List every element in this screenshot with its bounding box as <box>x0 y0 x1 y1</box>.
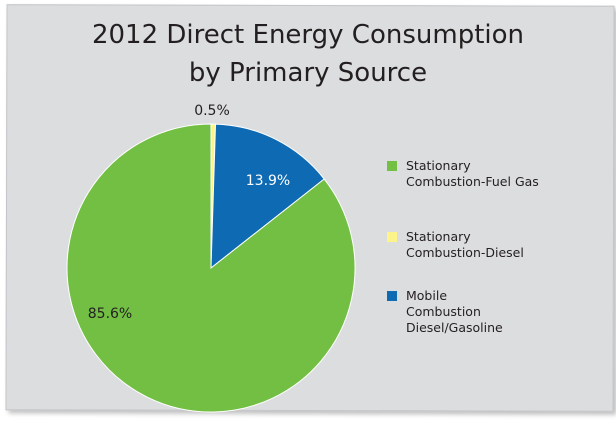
chart-title-line-1: 2012 Direct Energy Consumption <box>91 20 525 50</box>
legend-swatch <box>387 232 397 242</box>
legend-label: Stationary Combustion-Fuel Gas <box>406 158 539 189</box>
pie-slice-label: 0.5% <box>194 103 230 119</box>
legend-swatch <box>387 291 397 301</box>
pie-slice <box>66 123 356 413</box>
pie-slices <box>66 123 356 413</box>
legend-item: Stationary Combustion-Diesel <box>387 229 586 261</box>
legend-label: Stationary Combustion-Diesel <box>406 229 524 260</box>
pie-slice-labels: 0.5% 13.9% 85.6% <box>88 103 290 322</box>
legend-swatch <box>387 161 397 171</box>
pie-slice-label: 85.6% <box>88 306 132 322</box>
legend-item: Stationary Combustion-Fuel Gas <box>387 158 586 190</box>
pie-slice-label: 13.9% <box>246 173 290 189</box>
legend-item: Mobile Combustion Diesel/Gasoline <box>387 288 586 336</box>
pie-slice <box>210 123 325 270</box>
chart-title-line-2: by Primary Source <box>188 58 428 88</box>
legend-label: Mobile Combustion Diesel/Gasoline <box>406 288 503 335</box>
